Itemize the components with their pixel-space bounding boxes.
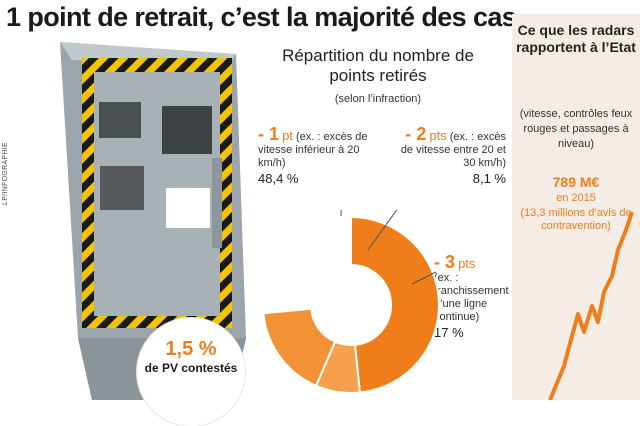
slice-2-value: 8,1 % xyxy=(472,171,506,186)
speed-camera-illustration xyxy=(60,42,246,400)
slice-2-unit: pts xyxy=(429,128,447,143)
chart-subtitle: (selon l’infraction) xyxy=(334,93,422,105)
slice-2-desc: (ex. : excès de vitesse entre 20 et 30 k… xyxy=(400,131,506,169)
slice-1-unit: pt xyxy=(282,128,293,143)
slice-1-leader xyxy=(340,210,342,217)
slice-2-points: - 2 xyxy=(405,124,427,144)
slice-2-leader xyxy=(367,210,398,251)
chart-title: Répartition du nombre de points retirés xyxy=(282,46,474,85)
slice-3-points: - 3 xyxy=(434,252,456,272)
contested-percent: 1,5 % xyxy=(165,338,217,360)
slice-3-label: - 3 pts (ex. : franchissement d’une lign… xyxy=(434,253,509,340)
slice-3-desc: (ex. : franchissement d’une ligne contin… xyxy=(434,272,509,323)
revenue-amount: 789 M€ xyxy=(552,174,600,190)
headline: 1 point de retrait, c’est la majorité de… xyxy=(6,2,517,32)
revenue-subtitle: (vitesse, contrôles feux rouges et passa… xyxy=(519,108,633,150)
contested-label: de PV contestés xyxy=(144,361,238,375)
donut-slice-3 xyxy=(262,307,337,388)
revenue-title: Ce que les radars rapportent à l’Etat xyxy=(516,22,636,55)
points-donut-chart xyxy=(262,210,441,394)
revenue-trend-line xyxy=(548,211,634,400)
slice-1-label: - 1 pt (ex. : excès de vitesse inférieur… xyxy=(258,125,376,186)
slice-3-leader xyxy=(411,271,437,285)
slice-1-points: - 1 xyxy=(258,124,280,144)
donut-slice-1 xyxy=(350,215,441,394)
slice-3-value: 17 % xyxy=(434,325,464,340)
slice-2-label: - 2 pts (ex. : excès de vitesse entre 20… xyxy=(394,125,506,186)
slice-3-unit: pts xyxy=(458,256,476,271)
revenue-panel xyxy=(512,14,640,400)
revenue-detail: (13,3 millions d’avis de contravention) xyxy=(520,207,632,232)
slice-1-desc: (ex. : excès de vitesse inférieur à 20 k… xyxy=(258,131,368,169)
contested-badge: 1,5 % de PV contestés xyxy=(137,318,245,426)
slice-1-value: 48,4 % xyxy=(258,171,299,186)
revenue-year: en 2015 xyxy=(556,192,596,204)
